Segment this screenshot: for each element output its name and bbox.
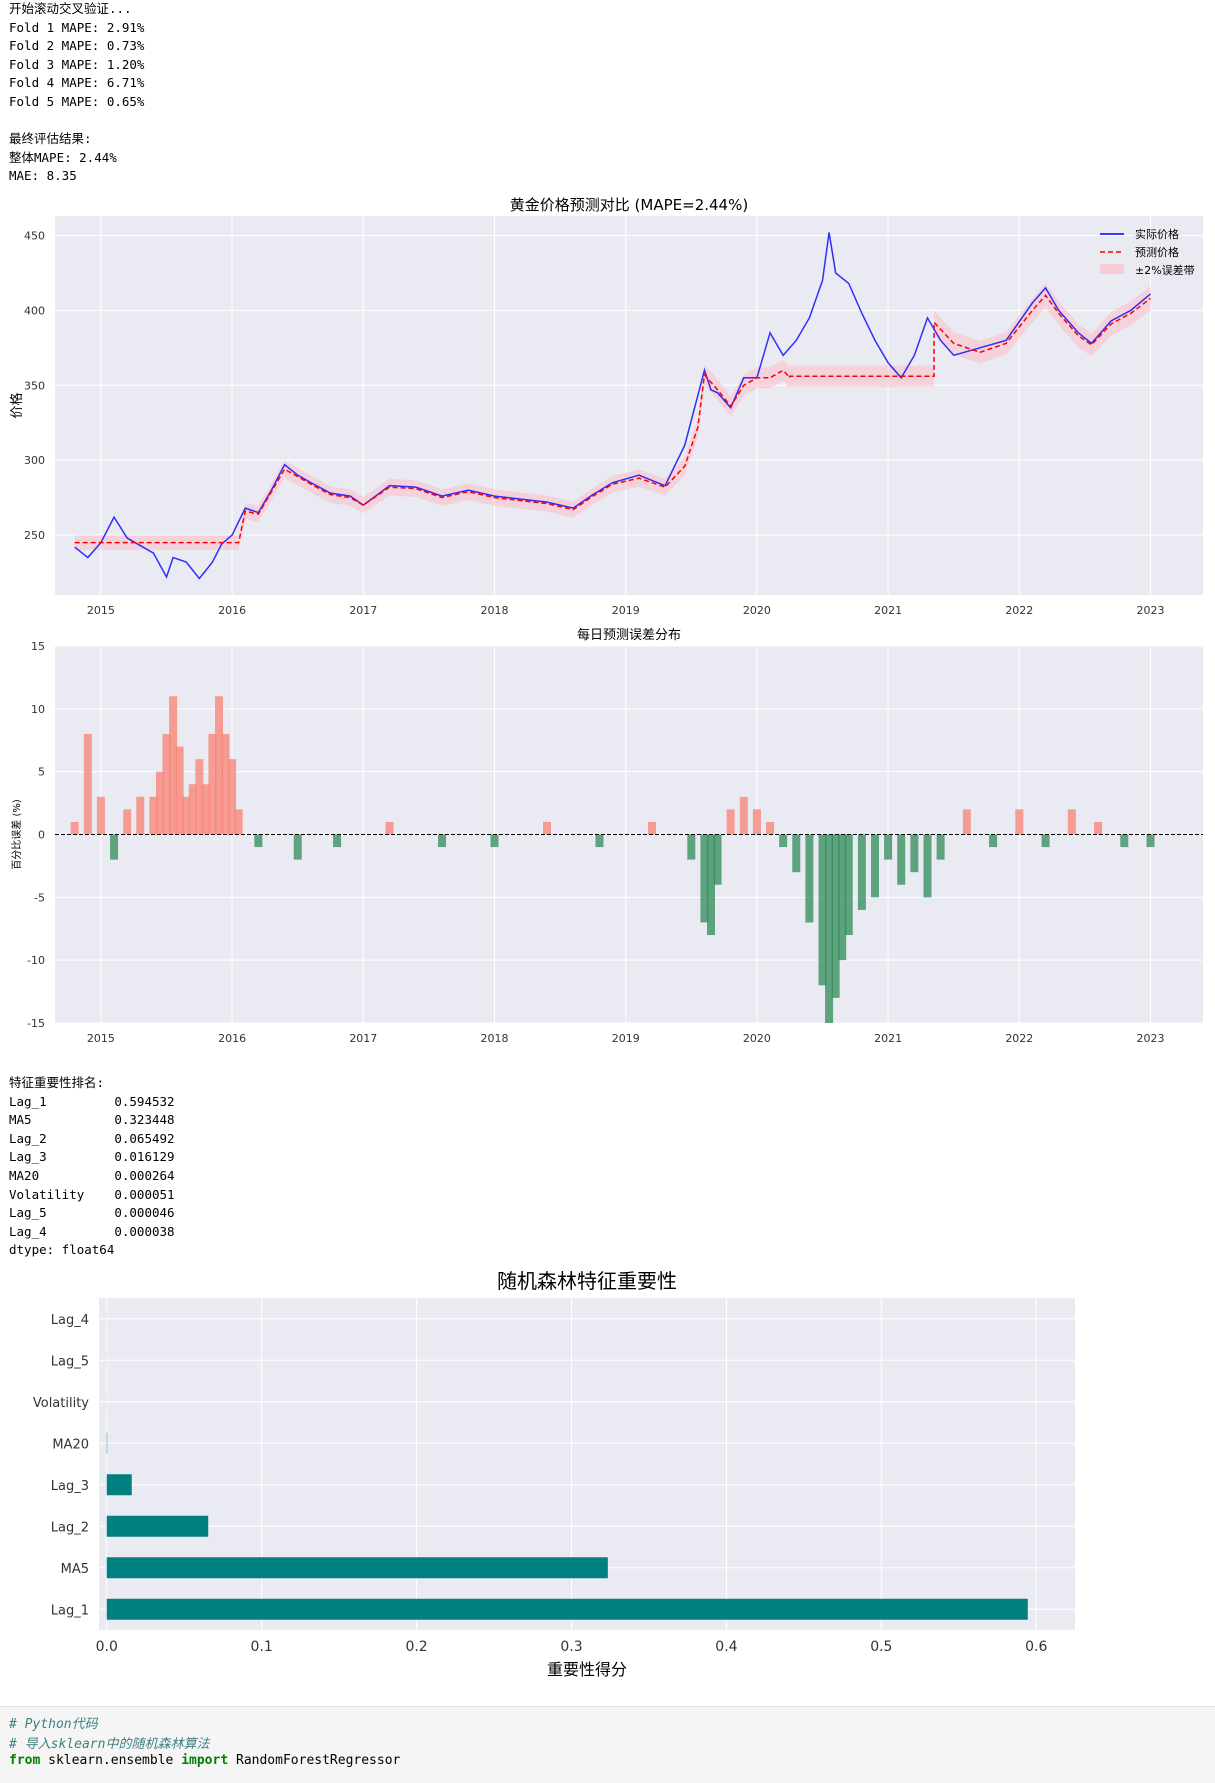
feature-importance-chart: 0.0 0.1 0.2 0.3 0.4 0.5 0.6 Lag_4 Lag_5 Volatilit… — [0, 0, 1215, 1700]
y-tick-label: Volatility — [33, 1396, 89, 1411]
y-tick-label: Lag_5 — [51, 1354, 89, 1369]
x-tick-label: 0.3 — [560, 1639, 582, 1655]
importance-bar — [107, 1599, 1028, 1620]
code-line-3: from sklearn.ensemble import RandomFores… — [9, 1753, 400, 1768]
y-tick-label: Lag_3 — [51, 1479, 89, 1494]
importance-bar — [107, 1557, 608, 1578]
x-tick-label: 0.6 — [1025, 1639, 1047, 1655]
y-tick-label: MA20 — [52, 1437, 89, 1452]
x-tick-label: 0.1 — [251, 1639, 273, 1655]
y-tick-label: Lag_2 — [51, 1520, 89, 1535]
code-line-1: # Python代码 — [9, 1713, 98, 1732]
x-tick-label: 0.2 — [405, 1639, 427, 1655]
importance-bar — [107, 1474, 132, 1495]
y-tick-label: Lag_1 — [51, 1603, 89, 1618]
code-line-2: # 导入sklearn中的随机森林算法 — [9, 1733, 209, 1752]
x-tick-label: 0.5 — [870, 1639, 892, 1655]
x-tick-label: 0.0 — [96, 1639, 118, 1655]
x-axis-label: 重要性得分 — [547, 1660, 627, 1679]
chart-title: 随机森林特征重要性 — [497, 1269, 677, 1293]
y-tick-label: MA5 — [61, 1562, 89, 1577]
x-tick-label: 0.4 — [715, 1639, 737, 1655]
plot-area — [99, 1298, 1075, 1630]
importance-bar — [107, 1516, 208, 1537]
code-cell[interactable]: # Python代码 # 导入sklearn中的随机森林算法 from skle… — [0, 1706, 1215, 1783]
y-tick-label: Lag_4 — [51, 1313, 89, 1328]
